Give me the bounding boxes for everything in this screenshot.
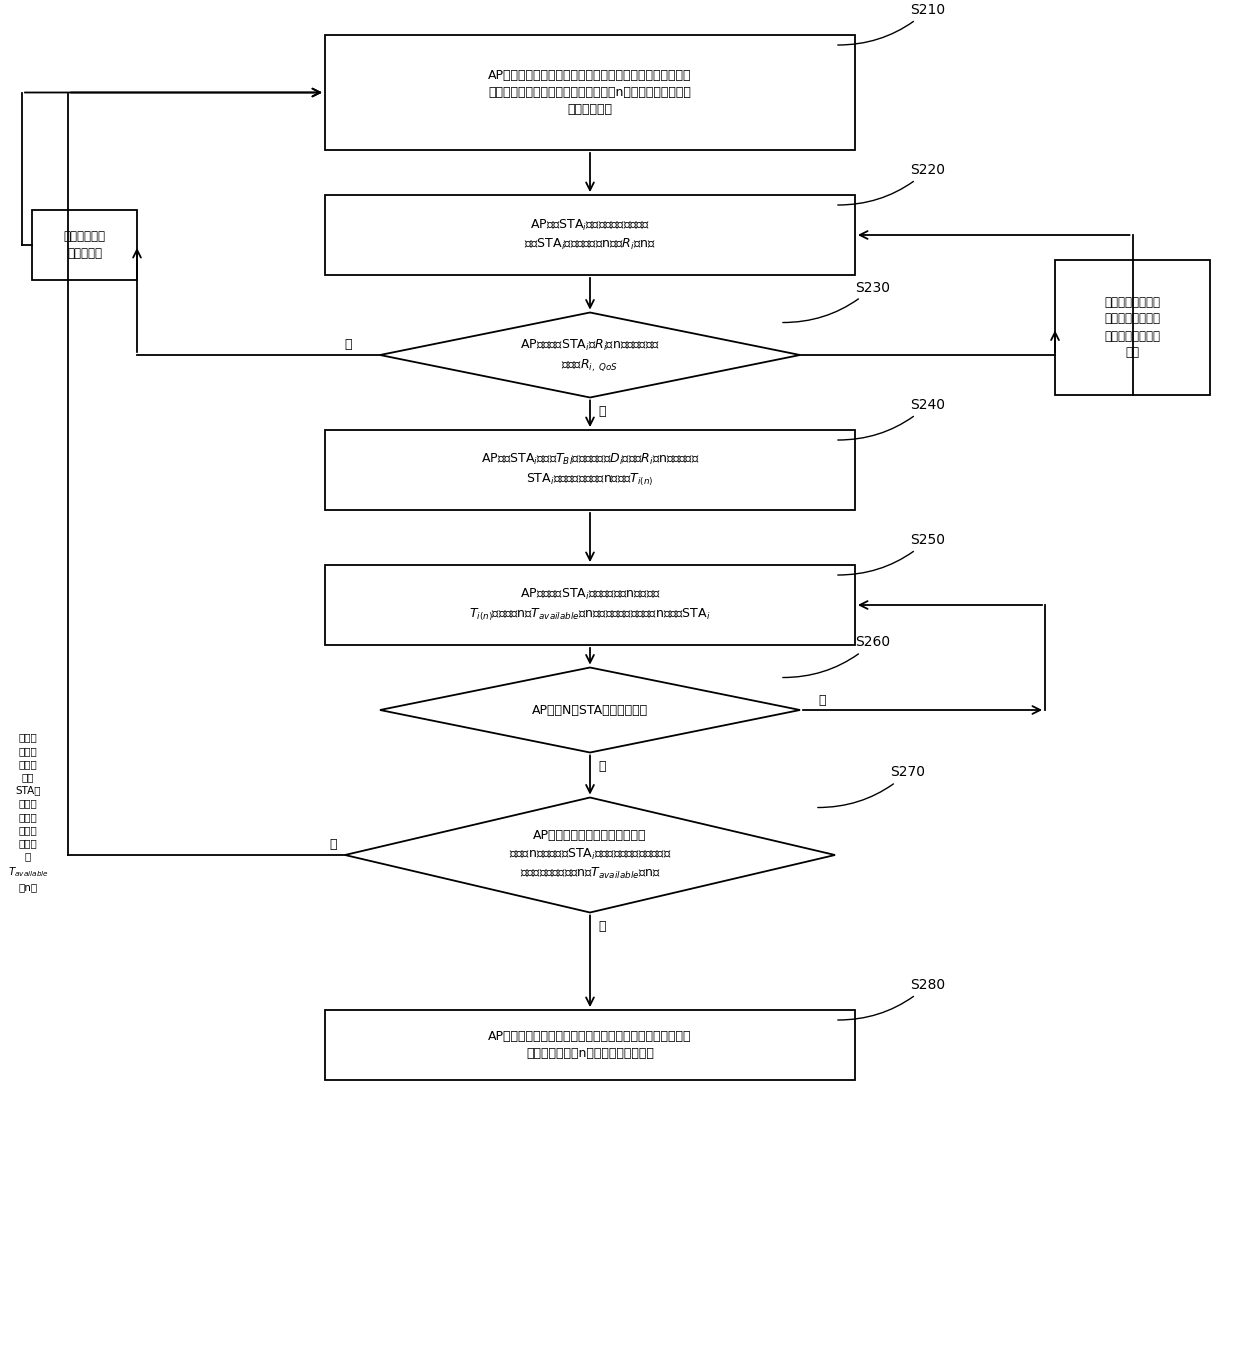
FancyBboxPatch shape — [325, 195, 856, 275]
Polygon shape — [379, 668, 800, 753]
Text: 确定新的指定
子信道组合: 确定新的指定 子信道组合 — [63, 229, 105, 260]
Text: S240: S240 — [838, 398, 945, 440]
Text: 是: 是 — [598, 759, 606, 773]
Polygon shape — [345, 798, 835, 912]
Text: AP按照子信道数量递增的顺序，确定指定子信道组合，以及
按照所述指定子信道组合中各个子信道n带宽递减的顺序，确
定目标子信道: AP按照子信道数量递增的顺序，确定指定子信道组合，以及 按照所述指定子信道组合中… — [489, 70, 692, 116]
FancyBboxPatch shape — [325, 36, 856, 150]
Text: S230: S230 — [782, 280, 890, 322]
Text: 否: 否 — [345, 339, 352, 351]
FancyBboxPatch shape — [325, 430, 856, 510]
Text: 否: 否 — [330, 839, 337, 851]
Text: 否: 否 — [818, 694, 826, 706]
Text: AP根据STA$_i$的接收信号质量信息，
获取STA$_i$在目标子信道n上的$R_i$（n）: AP根据STA$_i$的接收信号质量信息， 获取STA$_i$在目标子信道n上的… — [525, 217, 656, 253]
Text: 是: 是 — [598, 404, 606, 418]
Text: 至少一
个子信
道上的
全部
STA的
信道接
入时间
之和不
满足大
于
$T_{available}$
（n）: 至少一 个子信 道上的 全部 STA的 信道接 入时间 之和不 满足大 于 $T… — [7, 732, 48, 892]
Text: AP判断N个STA是否均分配完: AP判断N个STA是否均分配完 — [532, 703, 649, 717]
Text: AP判断指定子信道组合中的每个
子信道n上所分配的STA$_i$的信道接入时间总和是否均
不大于对应的子信道n的$T_{available}$（n）: AP判断指定子信道组合中的每个 子信道n上所分配的STA$_i$的信道接入时间总… — [508, 829, 671, 881]
FancyBboxPatch shape — [325, 1009, 856, 1081]
Text: S280: S280 — [838, 978, 945, 1020]
FancyBboxPatch shape — [32, 210, 136, 280]
Text: S220: S220 — [838, 163, 945, 205]
FancyBboxPatch shape — [1055, 260, 1210, 395]
Text: AP根据STA$_i$在一个$T_{BI}$内需要发送的$D_i$及所述$R_i$（n）获取所述
STA$_i$在所述目标子信道n所需的$T_{i(n)}$: AP根据STA$_i$在一个$T_{BI}$内需要发送的$D_i$及所述$R_i… — [481, 452, 699, 488]
Text: 指定子信道组合中
的下一个子信道作
为新的目标子信道
组合: 指定子信道组合中 的下一个子信道作 为新的目标子信道 组合 — [1105, 295, 1161, 359]
Text: AP确定使用所述指定子信道组合，并在所述指定子信道组合
中的每个子信道n配置至少一个收发机: AP确定使用所述指定子信道组合，并在所述指定子信道组合 中的每个子信道n配置至少… — [489, 1030, 692, 1060]
Text: S250: S250 — [838, 533, 945, 575]
Text: S260: S260 — [782, 635, 890, 678]
Text: S210: S210 — [838, 3, 945, 45]
Text: AP根据各个STA$_i$在目标子信道n上所需的
$T_{i(n)}$和子信道n的$T_{available}$（n），确定为目标子信道n分配的STA$_i$: AP根据各个STA$_i$在目标子信道n上所需的 $T_{i(n)}$和子信道n… — [469, 587, 711, 623]
Text: AP判断所述STA$_i$的$R_i$（n）是否不小于
自身的$R_{i,\ QoS}$: AP判断所述STA$_i$的$R_i$（n）是否不小于 自身的$R_{i,\ Q… — [520, 337, 660, 373]
Polygon shape — [379, 313, 800, 398]
Text: 是: 是 — [598, 919, 606, 933]
Text: S270: S270 — [817, 765, 925, 807]
FancyBboxPatch shape — [325, 566, 856, 645]
